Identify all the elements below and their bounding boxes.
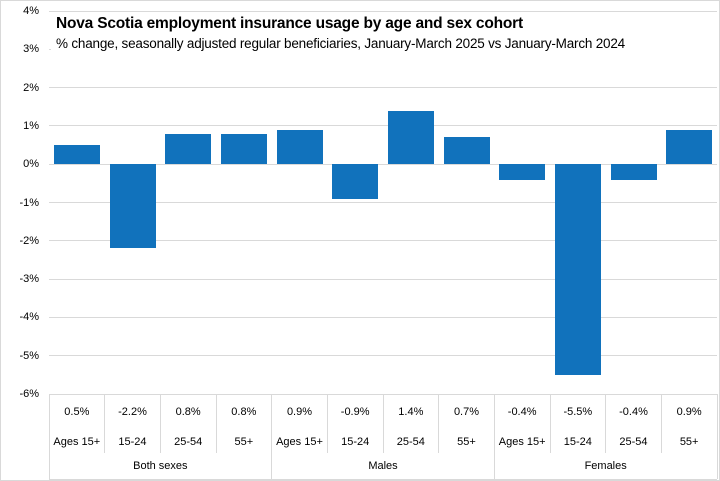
table-column-border xyxy=(605,394,607,453)
bar-males-55 xyxy=(443,137,490,165)
gridline xyxy=(49,10,717,12)
table-value-cell: 0.9% xyxy=(676,406,702,418)
table-column-border xyxy=(438,394,440,453)
table-value-cell: 0.8% xyxy=(175,406,201,418)
table-column-border xyxy=(104,394,106,453)
gridline xyxy=(49,202,717,203)
gridline xyxy=(49,278,717,280)
table-age-cell: 25-54 xyxy=(174,435,203,448)
table-column-border xyxy=(326,394,328,453)
table-column-border xyxy=(48,394,50,479)
table-group-cell: Both sexes xyxy=(133,460,188,472)
y-tick-label: 3% xyxy=(23,43,39,56)
y-tick-label: -5% xyxy=(19,349,39,362)
table-age-cell: Ages 15+ xyxy=(53,435,101,448)
table-value-cell: -0.4% xyxy=(619,406,648,418)
gridline xyxy=(49,125,717,127)
table-value-cell: 0.9% xyxy=(286,406,313,418)
table-age-cell: 55+ xyxy=(234,435,254,448)
chart-subtitle: % change, seasonally adjusted regular be… xyxy=(56,36,625,51)
bar-males-ages-15 xyxy=(276,129,323,165)
y-tick-label: -4% xyxy=(19,311,39,324)
y-tick-label: 0% xyxy=(23,158,39,171)
table-column-border xyxy=(382,394,384,453)
chart-title: Nova Scotia employment insurance usage b… xyxy=(56,15,523,32)
table-column-border xyxy=(215,394,217,453)
table-age-cell: 15-24 xyxy=(563,435,592,448)
table-value-cell: -0.4% xyxy=(507,406,537,418)
table-age-cell: Ages 15+ xyxy=(498,435,546,448)
bar-males-15-24 xyxy=(332,164,379,199)
gridline xyxy=(49,87,717,89)
table-age-cell: 15-24 xyxy=(118,435,147,448)
table-value-cell: 0.5% xyxy=(64,406,90,418)
bar-both-sexes-25-54 xyxy=(165,133,212,165)
bar-females-ages-15 xyxy=(499,164,546,180)
gridline xyxy=(49,240,717,242)
table-column-border xyxy=(271,394,273,479)
table-age-cell: 25-54 xyxy=(396,435,425,448)
table-bottom-border xyxy=(49,479,717,480)
y-tick-label: -2% xyxy=(19,234,39,247)
table-value-cell: -5.5% xyxy=(563,406,593,418)
bar-males-25-54 xyxy=(387,110,434,165)
gridline xyxy=(49,316,717,318)
table-age-cell: Ages 15+ xyxy=(276,435,323,448)
table-age-cell: 15-24 xyxy=(341,435,370,448)
bar-both-sexes-ages-15 xyxy=(53,145,100,165)
y-tick-label: 1% xyxy=(23,119,39,132)
table-column-border xyxy=(660,394,662,453)
table-age-cell: 55+ xyxy=(679,435,699,448)
table-age-cell: 25-54 xyxy=(619,435,648,448)
bar-both-sexes-15-24 xyxy=(109,164,156,249)
gridline xyxy=(49,163,717,165)
y-tick-label: -6% xyxy=(19,388,39,400)
table-value-cell: -0.9% xyxy=(340,406,370,418)
table-column-border xyxy=(159,394,161,453)
table-group-cell: Females xyxy=(584,460,627,472)
table-column-border xyxy=(493,394,495,479)
gridline xyxy=(49,355,717,357)
y-tick-label: -1% xyxy=(19,196,39,209)
y-tick-label: 4% xyxy=(23,5,39,17)
table-group-cell: Males xyxy=(368,460,398,472)
table-age-cell: 55+ xyxy=(457,435,476,448)
y-tick-label: -3% xyxy=(19,273,39,286)
title-block: Nova Scotia employment insurance usage b… xyxy=(51,13,717,57)
bar-both-sexes-55 xyxy=(220,133,267,165)
bar-females-55 xyxy=(666,129,713,165)
y-tick-label: 2% xyxy=(23,81,39,94)
table-value-cell: 1.4% xyxy=(398,406,424,418)
table-value-cell: 0.8% xyxy=(231,406,257,418)
table-column-border xyxy=(549,394,551,453)
table-value-cell: 0.7% xyxy=(453,406,480,418)
table-column-border xyxy=(716,394,718,479)
bar-females-15-24 xyxy=(554,164,601,375)
table-value-cell: -2.2% xyxy=(118,406,147,418)
bar-females-25-54 xyxy=(610,164,657,180)
